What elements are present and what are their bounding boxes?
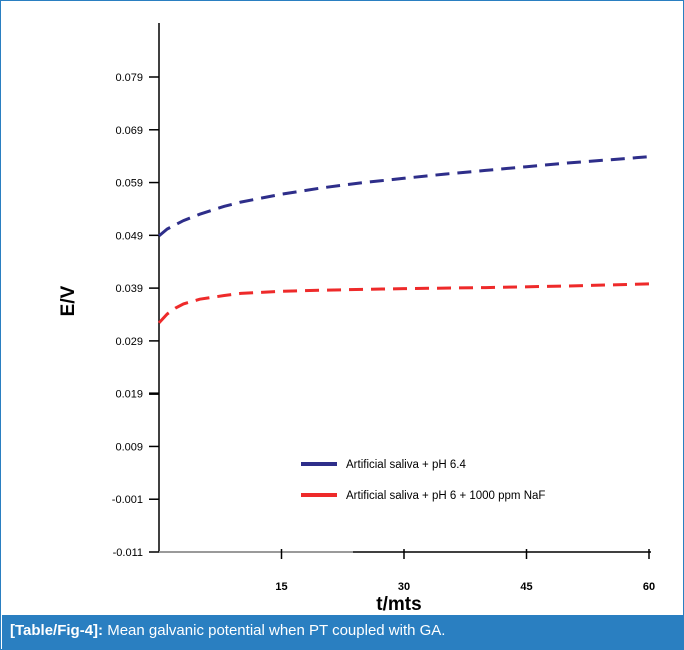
- x-ticks: 15 30 45 60: [275, 549, 655, 593]
- chart: -0.011 -0.001 0.009 0.019 0.029 0.039 0.049 0.0…: [58, 23, 655, 613]
- x-tick-label: 60: [643, 581, 655, 593]
- legend-label-series-1: Artificial saliva + pH 6.4: [346, 459, 466, 471]
- x-axis-label: t/mts: [376, 594, 421, 613]
- legend: Artificial saliva + pH 6.4 Artificial sa…: [301, 459, 545, 502]
- x-tick-label: 30: [398, 581, 410, 593]
- y-tick-label: 0.009: [115, 441, 143, 453]
- x-tick-label: 15: [275, 581, 287, 593]
- y-tick-label: 0.039: [115, 283, 143, 295]
- y-tick-label: 0.049: [115, 230, 143, 242]
- legend-label-series-2: Artificial saliva + pH 6 + 1000 ppm NaF: [346, 490, 545, 502]
- figure-caption: [Table/Fig-4]: Mean galvanic potential w…: [2, 615, 684, 650]
- y-tick-label: 0.059: [115, 178, 143, 190]
- y-tick-label: -0.001: [112, 494, 143, 506]
- series-line-1: [158, 155, 650, 238]
- series-line-2: [157, 282, 650, 324]
- caption-label: [Table/Fig-4]:: [10, 622, 104, 639]
- y-tick-label: -0.011: [113, 547, 143, 559]
- y-axis-label: E/V: [58, 285, 79, 316]
- caption-text: Mean galvanic potential when PT coupled …: [107, 622, 446, 639]
- y-ticks: -0.011 -0.001 0.009 0.019 0.029 0.039 0.049 0.0…: [112, 72, 159, 559]
- y-tick-label: 0.019: [115, 389, 143, 401]
- y-tick-label: 0.079: [115, 72, 143, 84]
- series-lines: [157, 155, 650, 324]
- y-tick-label: 0.069: [115, 125, 143, 137]
- x-tick-label: 45: [520, 581, 532, 593]
- y-tick-label: 0.029: [115, 336, 143, 348]
